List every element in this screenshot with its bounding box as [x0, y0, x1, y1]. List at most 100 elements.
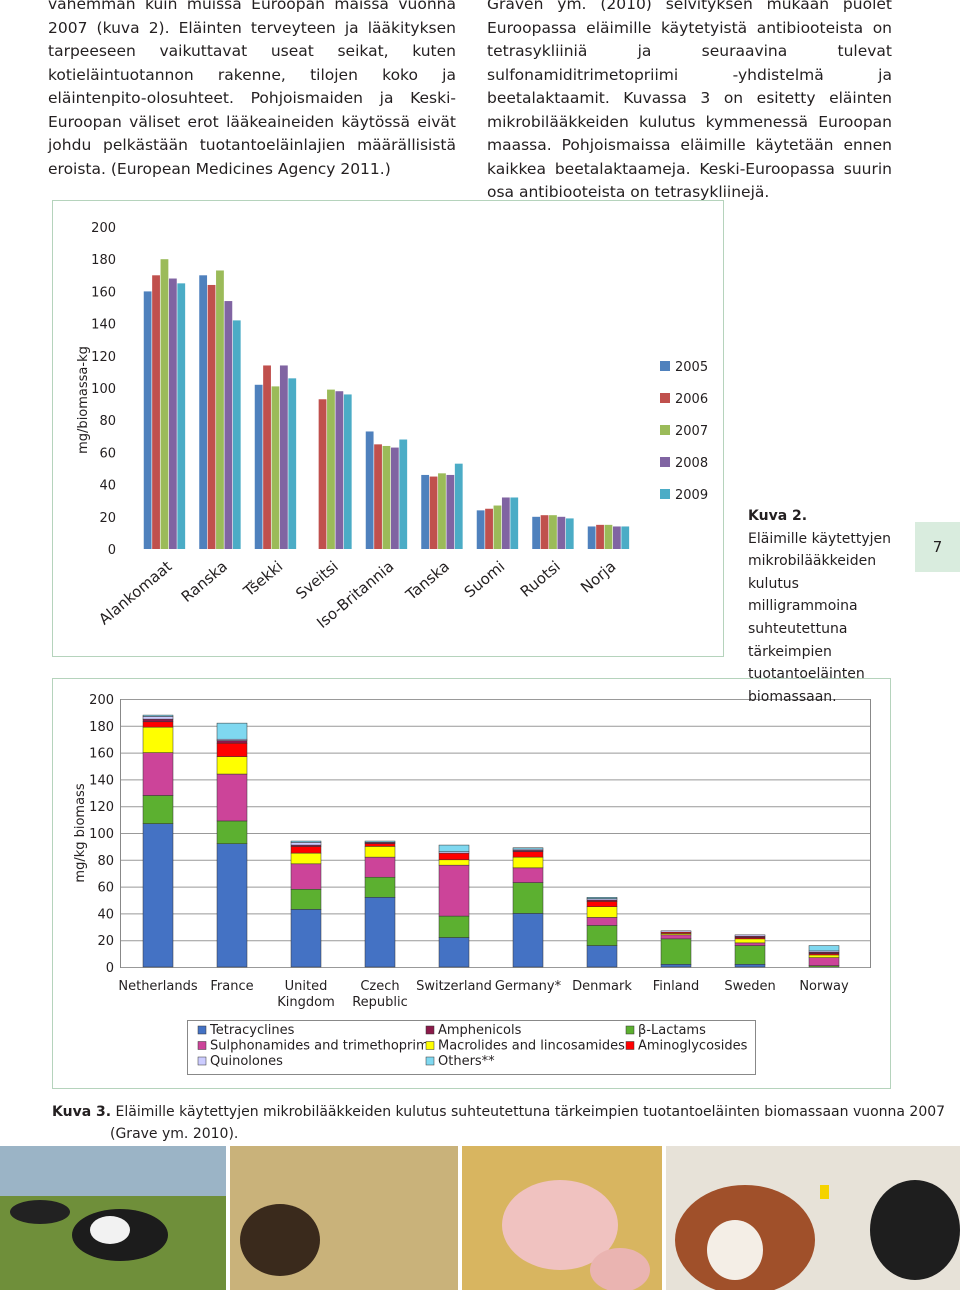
bar-segment [364, 843, 396, 847]
bar-segment [438, 852, 470, 861]
bar-segment [734, 942, 766, 946]
bar-segment [216, 843, 248, 968]
bar [152, 275, 160, 549]
bar [485, 508, 493, 549]
bar [565, 518, 574, 549]
x-tick-label: Norway [799, 979, 849, 994]
legend-label: Sulphonamides and trimethoprim [210, 1039, 429, 1054]
bar [160, 259, 169, 549]
text-right: Graven ym. (2010) selvityksen mukaan puo… [487, 0, 892, 201]
x-tick-label: United Kingdom [277, 979, 335, 1010]
legend-swatch [425, 1056, 435, 1066]
x-tick-label: Denmark [572, 979, 632, 994]
y-axis-label: mg/kg biomass [73, 783, 88, 882]
legend-label: β-Lactams [638, 1023, 706, 1038]
bar [399, 439, 408, 549]
bar-segment [364, 876, 396, 898]
bar-segment [142, 752, 174, 796]
y-tick-label: 120 [91, 350, 116, 365]
legend-label: 2005 [675, 360, 708, 375]
bar-segment [438, 937, 470, 968]
bar [343, 394, 352, 549]
bar [390, 447, 399, 549]
legend-swatch [197, 1025, 207, 1035]
caption-kuva-3: Kuva 3. Eläimille käytettyjen mikrobilää… [52, 1101, 960, 1145]
bar-segment [512, 847, 544, 850]
bar [177, 283, 186, 549]
bar-segment [216, 756, 248, 775]
legend-label: 2009 [675, 488, 708, 503]
caption-label: Kuva 2. [748, 508, 808, 524]
y-tick-label: 60 [97, 881, 114, 896]
bar-segment [142, 795, 174, 824]
bar-segment [734, 934, 766, 937]
bar [454, 463, 463, 549]
caption-text: Eläimille käytettyjen mikrobilääkkeiden … [748, 530, 892, 705]
text-left: vähemmän kuin muissa Euroopan maissa vuo… [48, 0, 456, 178]
bar-segment [734, 964, 766, 968]
y-axis-label: mg/biomassa-kg [76, 346, 91, 454]
x-tick-label: Germany* [494, 979, 562, 994]
y-tick-label: 100 [89, 827, 114, 842]
bar-segment [512, 867, 544, 883]
bar [365, 431, 374, 549]
legend-label: Amphenicols [438, 1023, 522, 1038]
bar-segment [290, 840, 322, 843]
bar-segment [512, 913, 544, 968]
bar [374, 444, 382, 549]
bar [327, 389, 335, 549]
bar-segment [734, 938, 766, 944]
x-tick-label: Netherlands [118, 979, 198, 994]
caption-label: Kuva 3. [52, 1104, 112, 1120]
bar-segment [660, 964, 692, 968]
x-tick-label: Czech Republic [352, 979, 408, 1010]
caption-kuva-2: Kuva 2. Eläimille käytettyjen mikrobilää… [748, 505, 908, 708]
bar-segment [142, 716, 174, 720]
legend-label: 2007 [675, 424, 708, 439]
bar [254, 384, 263, 549]
bar-segment [438, 859, 470, 866]
legend-swatch [660, 457, 670, 467]
legend-frame [187, 1020, 756, 1075]
caption-text: Eläimille käytettyjen mikrobilääkkeiden … [110, 1104, 946, 1142]
bar-segment [290, 842, 322, 846]
bar-segment [586, 906, 618, 918]
bar [540, 515, 549, 549]
y-tick-label: 200 [89, 693, 114, 708]
bar-segment [586, 901, 618, 907]
bar-segment [438, 844, 470, 853]
y-tick-label: 0 [108, 543, 116, 558]
bar-segment [808, 954, 840, 958]
y-tick-label: 20 [97, 934, 114, 949]
y-tick-label: 80 [97, 854, 114, 869]
bar [318, 399, 327, 549]
legend-swatch [197, 1056, 207, 1066]
bar-segment [512, 882, 544, 914]
bar-segment [586, 925, 618, 946]
bar-segment [808, 957, 840, 966]
y-tick-label: 40 [99, 479, 116, 494]
bar [510, 497, 519, 549]
bar [438, 473, 446, 549]
legend-label: Macrolides and lincosamides [438, 1039, 625, 1054]
bar-segment [512, 856, 544, 869]
bar-segment [216, 740, 248, 744]
bar-segment [364, 897, 396, 968]
bar-segment [808, 945, 840, 952]
bar-segment [142, 718, 174, 723]
photos [0, 1146, 960, 1290]
bar-segment [364, 840, 396, 843]
legend-swatch [660, 361, 670, 371]
legend-label: Quinolones [210, 1054, 283, 1069]
legend-swatch [425, 1041, 435, 1050]
bar [476, 510, 485, 549]
bar [587, 526, 596, 549]
bar [382, 445, 391, 549]
bar-segment [216, 820, 248, 844]
bar [288, 378, 297, 549]
bar [168, 278, 177, 549]
bar-segment [142, 726, 174, 753]
page-number: 7 [915, 522, 960, 572]
y-tick-label: 200 [91, 221, 116, 236]
